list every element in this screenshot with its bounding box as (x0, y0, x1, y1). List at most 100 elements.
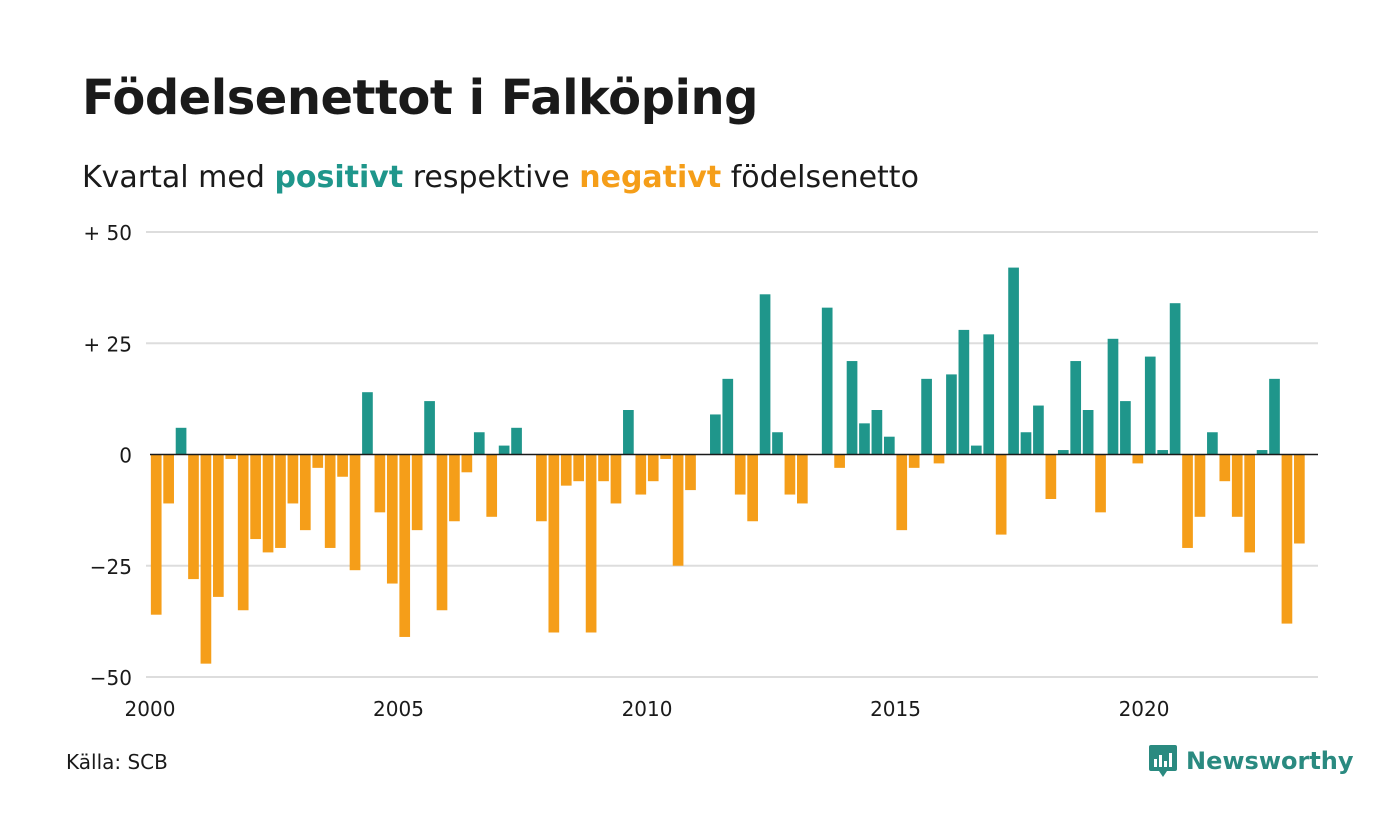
bar (436, 454, 448, 611)
bar (921, 378, 932, 455)
x-tick-label: 2000 (125, 697, 176, 721)
bar (1157, 450, 1169, 455)
bar (548, 454, 560, 633)
bar (1107, 338, 1119, 455)
bar (175, 427, 187, 455)
y-tick-label: −50 (90, 666, 132, 690)
bar (374, 454, 386, 513)
chart-title: Födelsenettot i Falköping (82, 70, 759, 126)
bar (1244, 454, 1256, 553)
bar (150, 454, 162, 615)
bar (362, 392, 373, 455)
bar (747, 454, 758, 522)
bar (1281, 454, 1293, 624)
bar (958, 329, 970, 455)
bar (734, 454, 746, 495)
bar (933, 454, 945, 464)
bar (449, 454, 460, 522)
bar (324, 454, 336, 548)
bar (908, 454, 920, 468)
bar (1045, 454, 1057, 499)
y-tick-label: −25 (90, 555, 132, 579)
bar (1294, 454, 1305, 544)
subtitle-suffix: födelsenetto (730, 160, 919, 195)
bar (1219, 454, 1231, 482)
y-tick-label: 0 (119, 444, 132, 468)
bar (995, 454, 1007, 535)
bar (461, 454, 473, 473)
bar (1269, 378, 1280, 455)
bar (1231, 454, 1243, 517)
bar (299, 454, 311, 531)
bar (585, 454, 597, 633)
x-tick-label: 2020 (1119, 697, 1170, 721)
subtitle-prefix: Kvartal med (82, 160, 265, 195)
bar (188, 454, 199, 580)
bar (411, 454, 423, 531)
bar (1033, 405, 1044, 455)
subtitle-negative-label: negativt (579, 160, 722, 195)
bar (486, 454, 498, 517)
bar (212, 454, 224, 597)
bar (1132, 454, 1144, 464)
subtitle-middle: respektive (412, 160, 570, 195)
bar (1057, 450, 1069, 455)
bar (1194, 454, 1206, 517)
bar (1207, 432, 1218, 455)
bar (759, 294, 771, 455)
brand-name: Newsworthy (1186, 747, 1354, 775)
subtitle-positive-label: positivt (274, 160, 404, 195)
bar (685, 454, 696, 491)
bar (970, 445, 982, 455)
bar (536, 454, 547, 522)
bar (1144, 356, 1156, 455)
bar (399, 454, 411, 637)
bar (846, 361, 858, 455)
bar (349, 454, 361, 571)
x-tick-label: 2010 (622, 697, 673, 721)
bar (386, 454, 398, 584)
bar (225, 454, 237, 459)
bar (946, 374, 957, 455)
bar (796, 454, 808, 504)
bar (647, 454, 659, 482)
bar (275, 454, 286, 548)
x-tick-label: 2005 (373, 697, 424, 721)
bar (623, 410, 634, 455)
bar (200, 454, 212, 664)
bar (772, 432, 783, 455)
x-tick-label: 2015 (870, 697, 921, 721)
chart-subtitle: Kvartal med positivt respektive negativt… (82, 160, 919, 195)
newsworthy-logo-icon (1149, 745, 1177, 777)
bar (511, 427, 522, 455)
bar (560, 454, 572, 486)
bar (498, 445, 510, 455)
bar (424, 401, 435, 455)
bar (250, 454, 261, 540)
bar (312, 454, 324, 468)
bar (635, 454, 647, 495)
bar (1182, 454, 1193, 548)
bar (473, 432, 485, 455)
bar (710, 414, 721, 455)
bar (672, 454, 684, 566)
bar (1070, 361, 1082, 455)
bar (859, 423, 870, 455)
bar (573, 454, 585, 482)
bar (262, 454, 274, 553)
bar (1095, 454, 1106, 513)
y-tick-label: + 25 (83, 332, 132, 356)
bar (1008, 267, 1019, 455)
bar (883, 436, 895, 455)
bar (821, 307, 833, 455)
bar (337, 454, 348, 477)
bar (1169, 303, 1181, 455)
source-note: Källa: SCB (66, 750, 168, 774)
bar (784, 454, 796, 495)
bar (896, 454, 908, 531)
y-tick-label: + 50 (83, 221, 132, 245)
bar (834, 454, 845, 468)
bar (983, 334, 995, 455)
bar (1020, 432, 1032, 455)
